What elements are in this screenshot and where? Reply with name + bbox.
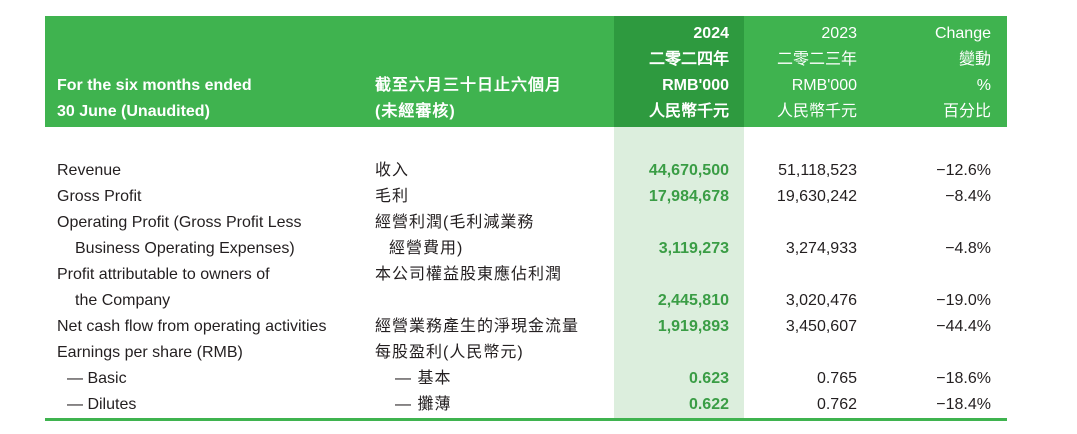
row-label-en: Operating Profit (Gross Profit Less [57,214,302,231]
value-2024: 44,670,500 [648,162,729,179]
table-row: — Basic — 基本 0.623 0.765 −18.6% [45,366,1007,392]
row-label-en: Profit attributable to owners of [57,266,270,283]
row-label-en: Earnings per share (RMB) [57,344,243,361]
value-2024: 1,919,893 [657,318,729,335]
table-header: For the six months ended 30 June (Unaudi… [45,16,1007,127]
value-2023: 0.765 [816,370,857,387]
value-2023: 3,274,933 [785,240,857,257]
period-label-en-line1: For the six months ended [57,77,252,94]
col-2024-year: 2024 [693,25,729,42]
value-2023: 3,450,607 [785,318,857,335]
value-change: −18.6% [936,370,991,387]
row-label-en: Revenue [57,162,122,179]
table-row: Profit attributable to owners of 本公司權益股東… [45,262,1007,288]
financial-highlights-table: For the six months ended 30 June (Unaudi… [45,16,1007,424]
table-bottom-rule [45,418,1007,421]
period-label-zh: 截至六月三十日止六個月 (未經審核) [375,73,562,125]
period-label-zh-line1: 截至六月三十日止六個月 [375,77,563,94]
col-2023-year: 2023 [821,25,857,42]
value-2024: 2,445,810 [657,292,729,309]
column-header-change: Change 變動 % 百分比 [935,21,991,125]
period-label-en-line2: 30 June (Unaudited) [57,103,210,120]
table-row: Gross Profit 毛利 17,984,678 19,630,242 −8… [45,184,1007,210]
row-label-en: Gross Profit [57,188,142,205]
col-2023-unit-zh: 人民幣千元 [776,103,857,120]
row-label-zh: 經營利潤(毛利減業務 [375,214,535,231]
table-row: Revenue 收入 44,670,500 51,118,523 −12.6% [45,158,1007,184]
row-label-zh: 本公司權益股東應佔利潤 [375,266,563,283]
value-2024: 0.623 [688,370,729,387]
column-header-2024: 2024 二零二四年 RMB'000 人民幣千元 [649,21,729,125]
row-label-zh: — 基本 [395,370,452,387]
value-change: −19.0% [936,292,991,309]
row-label-zh: 收入 [375,162,410,179]
table-row: Operating Profit (Gross Profit Less 經營利潤… [45,210,1007,236]
row-label-zh: 毛利 [375,188,410,205]
value-2024: 17,984,678 [648,188,729,205]
table-row: — Dilutes — 攤薄 0.622 0.762 −18.4% [45,392,1007,418]
col-change-unit: % [976,77,991,94]
value-2023: 0.762 [816,396,857,413]
row-label-en: — Basic [67,370,127,387]
period-label-en: For the six months ended 30 June (Unaudi… [57,73,252,125]
col-2023-year-zh: 二零二三年 [776,51,857,68]
table-row: the Company 2,445,810 3,020,476 −19.0% [45,288,1007,314]
col-change-label: Change [934,25,991,42]
col-change-unit-zh: 百分比 [942,103,991,120]
period-label-zh-line2: (未經審核) [375,103,456,120]
row-label-zh: 經營業務產生的淨現金流量 [375,318,580,335]
row-label-zh: 每股盈利(人民幣元) [375,344,524,361]
value-2023: 51,118,523 [778,162,857,179]
value-change: −44.4% [936,318,991,335]
col-change-label-zh: 變動 [958,51,991,68]
row-label-en: the Company [75,292,171,309]
row-label-zh: 經營費用) [389,240,464,257]
col-2024-unit-zh: 人民幣千元 [648,103,729,120]
table-row: Business Operating Expenses) 經營費用) 3,119… [45,236,1007,262]
row-label-en: Net cash flow from operating activities [57,318,327,335]
value-change: −8.4% [945,188,991,205]
value-2024: 0.622 [688,396,729,413]
column-header-2023: 2023 二零二三年 RMB'000 人民幣千元 [777,21,857,125]
value-change: −18.4% [936,396,991,413]
value-change: −12.6% [936,162,991,179]
value-2023: 19,630,242 [776,188,857,205]
col-2024-year-zh: 二零二四年 [648,51,729,68]
value-change: −4.8% [945,240,991,257]
row-label-en: — Dilutes [67,396,137,413]
header-highlight-2024 [614,16,744,127]
row-label-en: Business Operating Expenses) [75,240,295,257]
row-label-zh: — 攤薄 [395,396,452,413]
value-2023: 3,020,476 [785,292,857,309]
table-row: Earnings per share (RMB) 每股盈利(人民幣元) [45,340,1007,366]
value-2024: 3,119,273 [658,240,729,257]
col-2023-unit: RMB'000 [791,77,857,94]
table-row: Net cash flow from operating activities … [45,314,1007,340]
col-2024-unit: RMB'000 [662,77,729,94]
